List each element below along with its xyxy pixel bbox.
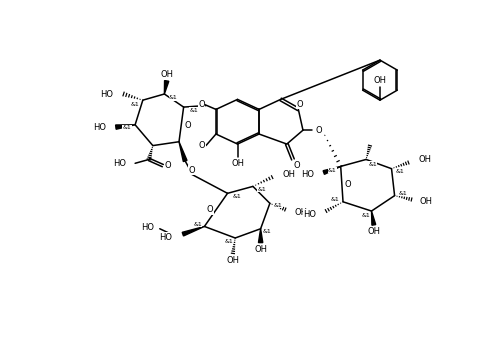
Text: &1: &1 [193, 222, 202, 227]
Polygon shape [182, 227, 205, 236]
Text: OH: OH [254, 245, 267, 254]
Polygon shape [323, 166, 341, 174]
Text: &1: &1 [263, 229, 272, 234]
Polygon shape [371, 211, 376, 225]
Text: OH: OH [160, 70, 173, 79]
Text: &1: &1 [330, 197, 339, 202]
Text: &1: &1 [169, 95, 178, 100]
Text: &1: &1 [399, 191, 407, 196]
Text: &1: &1 [122, 125, 131, 130]
Text: O: O [198, 100, 205, 109]
Text: OH: OH [373, 76, 386, 85]
Text: OH: OH [231, 159, 244, 168]
Text: &1: &1 [224, 239, 233, 244]
Text: &1: &1 [190, 108, 199, 113]
Text: HO: HO [159, 233, 172, 242]
Text: OH: OH [282, 170, 295, 179]
Polygon shape [259, 229, 263, 243]
Text: O: O [296, 100, 303, 109]
Text: O: O [184, 121, 191, 130]
Text: &1: &1 [274, 203, 282, 208]
Text: O: O [294, 161, 300, 170]
Text: HO: HO [101, 90, 114, 99]
Text: OH: OH [226, 256, 240, 265]
Text: O: O [199, 141, 206, 150]
Text: O: O [188, 166, 194, 175]
Text: HO: HO [113, 159, 126, 168]
Text: OH: OH [418, 155, 432, 164]
Text: HO: HO [301, 170, 314, 179]
Text: HO: HO [141, 223, 155, 232]
Text: HO: HO [93, 122, 106, 132]
Text: O: O [316, 126, 322, 135]
Text: &1: &1 [258, 187, 266, 192]
Text: &1: &1 [361, 213, 370, 218]
Text: HO: HO [303, 210, 316, 219]
Text: &1: &1 [396, 169, 404, 174]
Text: OH: OH [295, 208, 308, 217]
Text: &1: &1 [328, 168, 337, 173]
Text: O: O [345, 180, 351, 188]
Text: &1: &1 [368, 162, 377, 167]
Polygon shape [179, 142, 187, 162]
Polygon shape [116, 125, 135, 129]
Text: &1: &1 [130, 102, 139, 107]
Text: O: O [164, 161, 171, 170]
Text: &1: &1 [232, 194, 241, 199]
Text: OH: OH [367, 227, 381, 236]
Text: O: O [207, 205, 213, 214]
Text: OH: OH [419, 197, 432, 206]
Polygon shape [164, 81, 169, 94]
